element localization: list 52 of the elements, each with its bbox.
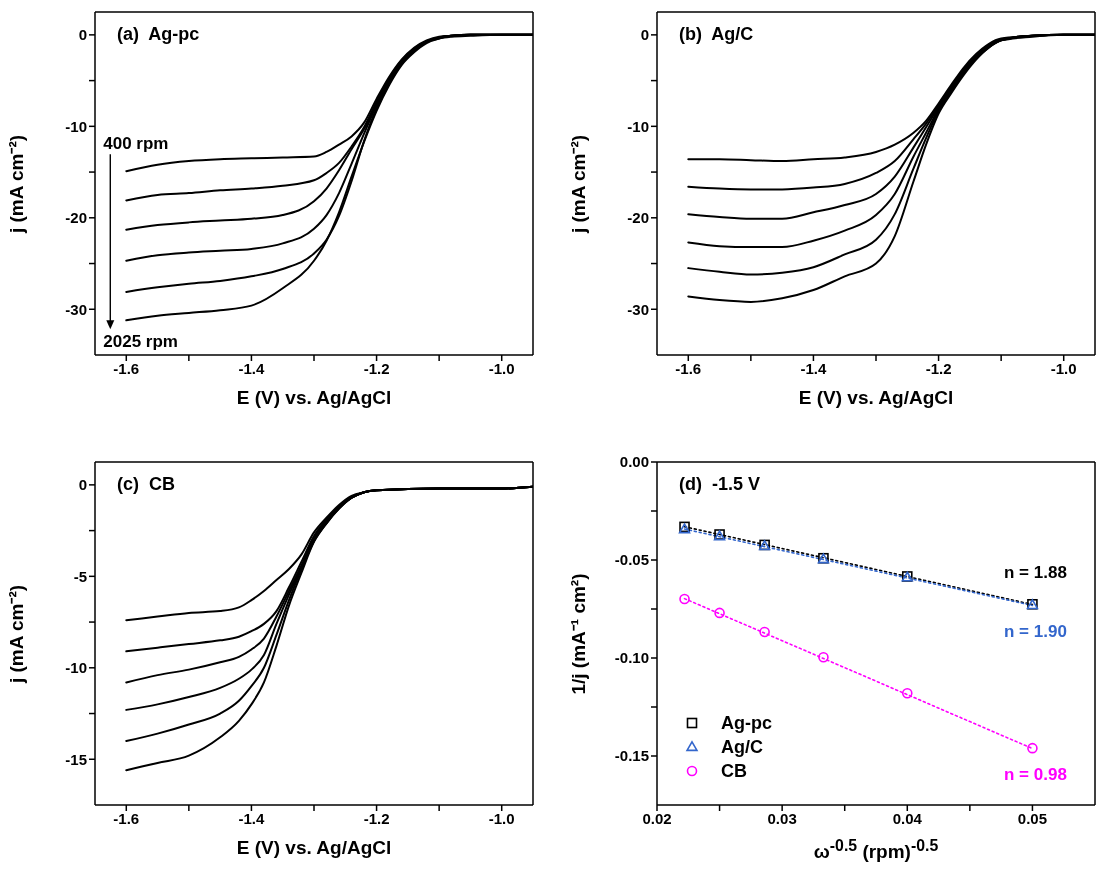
y-axis-title: j (mA cm⁻²) xyxy=(5,134,28,233)
annotation: n = 1.90 xyxy=(1004,621,1067,641)
y-tick-label: -20 xyxy=(65,209,87,227)
x-tick-label: -1.6 xyxy=(113,809,140,827)
y-tick-label: 0 xyxy=(78,26,87,44)
y-tick-label: -10 xyxy=(65,117,87,135)
annotation: 400 rpm xyxy=(103,133,169,153)
y-tick-label: -5 xyxy=(73,567,87,585)
legend-label: Ag-pc xyxy=(721,712,772,734)
x-tick-label: 0.02 xyxy=(642,809,672,827)
annotation: 2025 rpm xyxy=(103,331,178,351)
x-tick-label: -1.0 xyxy=(488,359,515,377)
y-axis-title: 1/j (mA⁻¹ cm²) xyxy=(567,572,590,695)
x-axis-title: ω$^{-0.5}$ (rpm)$^{-0.5}$ xyxy=(813,837,939,864)
y-tick-label: -0.10 xyxy=(614,649,649,667)
y-tick-label: -20 xyxy=(627,209,649,227)
y-tick-label: -15 xyxy=(65,750,87,768)
annotation: n = 0.98 xyxy=(1004,764,1067,784)
annotation: (c) CB xyxy=(117,474,175,495)
x-axis-title: E (V) vs. Ag/AgCl xyxy=(798,387,954,409)
x-tick-label: -1.4 xyxy=(800,359,827,377)
x-tick-label: 0.05 xyxy=(1017,809,1048,827)
y-tick-label: -0.15 xyxy=(614,747,649,765)
y-tick-label: -30 xyxy=(65,300,87,318)
x-tick-label: -1.2 xyxy=(363,809,390,827)
y-tick-label: -10 xyxy=(627,117,649,135)
y-tick-label: 0.00 xyxy=(619,453,649,471)
x-tick-label: -1.2 xyxy=(925,359,952,377)
annotation: (a) Ag-pc xyxy=(117,24,200,45)
x-axis-title: E (V) vs. Ag/AgCl xyxy=(236,837,392,859)
x-axis-title: E (V) vs. Ag/AgCl xyxy=(236,387,392,409)
x-tick-label: -1.2 xyxy=(363,359,390,377)
y-tick-label: -30 xyxy=(627,300,649,318)
y-tick-label: 0 xyxy=(640,26,649,44)
x-tick-label: -1.6 xyxy=(675,359,702,377)
x-tick-label: 0.04 xyxy=(892,809,923,827)
y-tick-label: 0 xyxy=(78,476,87,494)
y-axis-title: j (mA cm⁻²) xyxy=(5,584,28,683)
annotation: (b) Ag/C xyxy=(679,24,754,45)
x-tick-label: -1.4 xyxy=(238,809,265,827)
legend-label: CB xyxy=(721,760,747,782)
x-tick-label: -1.0 xyxy=(1050,359,1077,377)
legend-label: Ag/C xyxy=(721,736,763,758)
y-tick-label: -10 xyxy=(65,659,87,677)
x-tick-label: -1.6 xyxy=(113,359,140,377)
y-axis-title: j (mA cm⁻²) xyxy=(567,134,590,233)
x-tick-label: 0.03 xyxy=(767,809,797,827)
x-tick-label: -1.0 xyxy=(488,809,515,827)
y-tick-label: -0.05 xyxy=(614,551,649,569)
annotation: n = 1.88 xyxy=(1004,562,1067,582)
x-tick-label: -1.4 xyxy=(238,359,265,377)
annotation: (d) -1.5 V xyxy=(679,474,761,495)
